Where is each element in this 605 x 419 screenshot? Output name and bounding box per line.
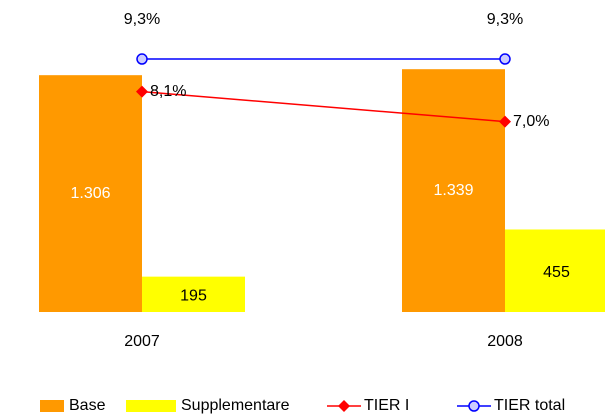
value-label: 9,3% <box>487 11 523 28</box>
marker <box>136 53 148 65</box>
legend-label: Base <box>69 397 106 414</box>
value-label: 195 <box>180 288 207 305</box>
value-label: 1.306 <box>70 185 110 202</box>
legend-marker <box>468 400 480 412</box>
marker <box>499 53 511 65</box>
bar <box>142 276 245 312</box>
legend-label: TIER total <box>494 397 565 414</box>
value-label: 7,0% <box>513 113 549 130</box>
x-tick-label: 2008 <box>487 333 523 350</box>
value-label: 9,3% <box>124 11 160 28</box>
legend-swatch <box>126 400 176 412</box>
x-tick-label: 2007 <box>124 333 160 350</box>
legend-label: Supplementare <box>181 397 290 414</box>
legend-marker <box>338 400 350 412</box>
value-label: 8,1% <box>150 83 186 100</box>
legend-swatch <box>40 400 64 412</box>
line <box>141 90 506 123</box>
bar <box>505 229 605 312</box>
marker <box>136 85 148 98</box>
marker <box>499 115 511 128</box>
value-label: 1.339 <box>433 182 473 199</box>
bar <box>39 75 142 312</box>
bar <box>402 69 505 312</box>
legend-label: TIER I <box>364 397 409 414</box>
value-label: 455 <box>543 264 570 281</box>
